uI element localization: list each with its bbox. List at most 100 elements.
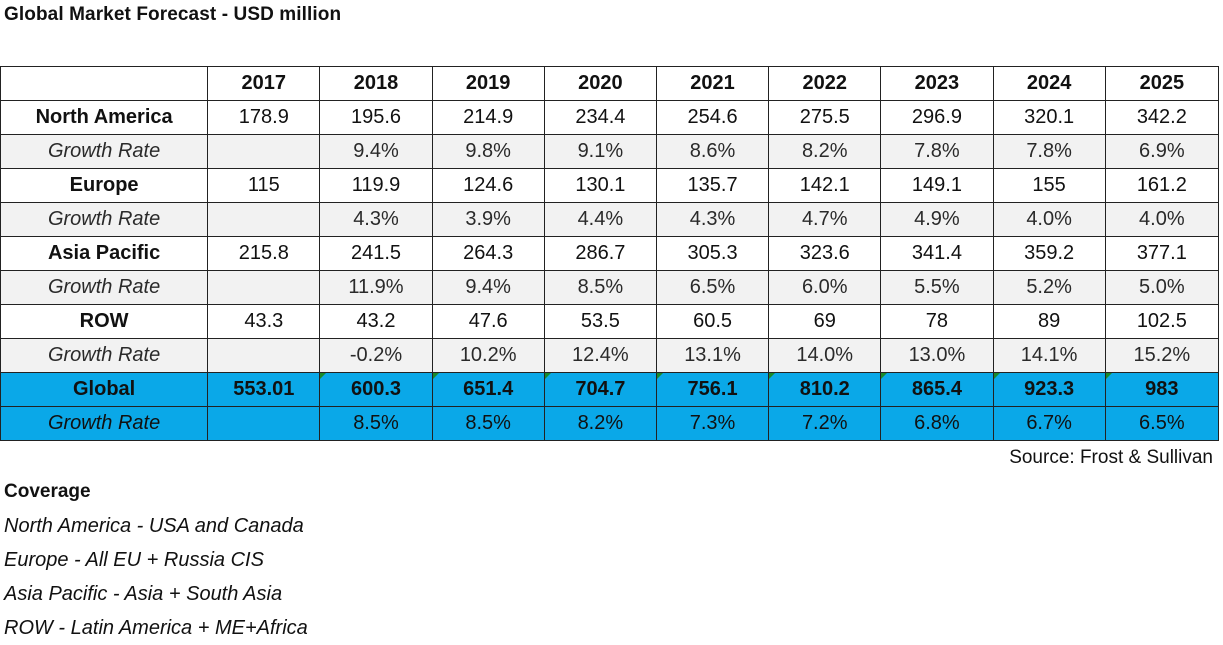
value-cell: 43.2 [319, 304, 433, 339]
value-cell: 13.1% [655, 338, 770, 373]
value-cell: 135.7 [655, 168, 770, 203]
page-title: Global Market Forecast - USD million [4, 4, 342, 25]
value-cell: 6.0% [768, 270, 882, 305]
value-cell: 865.4 [880, 372, 994, 407]
value-cell: 178.9 [207, 100, 321, 135]
year-header: 2020 [543, 66, 657, 101]
value-cell: 214.9 [431, 100, 545, 135]
coverage-item: Europe - All EU + Russia CIS [4, 549, 264, 571]
value-cell: 8.5% [319, 406, 433, 441]
value-cell: 13.0% [880, 338, 994, 373]
value-cell: 14.1% [992, 338, 1106, 373]
value-cell: 234.4 [543, 100, 657, 135]
value-cell [207, 134, 321, 169]
growth-rate-label: Growth Rate [0, 270, 209, 305]
value-cell: 983 [1104, 372, 1220, 407]
value-cell: 7.3% [655, 406, 770, 441]
coverage-item: Asia Pacific - Asia + South Asia [4, 583, 283, 605]
value-cell: 47.6 [431, 304, 545, 339]
row-label: ROW [0, 304, 209, 339]
forecast-table: 2017 2018 2019 2020 2021 2022 2023 2024 … [0, 66, 1220, 441]
value-cell: 923.3 [992, 372, 1106, 407]
value-cell: 8.5% [431, 406, 545, 441]
value-cell: 4.7% [768, 202, 882, 237]
value-cell: 296.9 [880, 100, 994, 135]
value-cell: 359.2 [992, 236, 1106, 271]
region-row: North America 178.9 195.6 214.9 234.4 254.6 27… [0, 100, 1220, 135]
year-header: 2021 [655, 66, 770, 101]
value-cell: 60.5 [655, 304, 770, 339]
value-cell: 342.2 [1104, 100, 1220, 135]
value-cell: 9.1% [543, 134, 657, 169]
value-cell: 89 [992, 304, 1106, 339]
value-cell: 8.5% [543, 270, 657, 305]
region-row: ROW 43.3 43.2 47.6 53.5 60.5 69 78 89 102.5 [0, 304, 1220, 339]
value-cell: 6.5% [1104, 406, 1220, 441]
value-cell: 9.4% [319, 134, 433, 169]
value-cell: 305.3 [655, 236, 770, 271]
value-cell: 320.1 [992, 100, 1106, 135]
value-cell: 651.4 [431, 372, 545, 407]
year-header: 2019 [431, 66, 545, 101]
value-cell: 4.0% [992, 202, 1106, 237]
header-row: 2017 2018 2019 2020 2021 2022 2023 2024 … [0, 66, 1220, 101]
value-cell: 756.1 [655, 372, 770, 407]
value-cell: 7.8% [992, 134, 1106, 169]
growth-rate-row: Growth Rate 11.9% 9.4% 8.5% 6.5% 6.0% 5.5% 5.2%… [0, 270, 1220, 305]
coverage-item: ROW - Latin America + ME+Africa [4, 617, 308, 639]
value-cell: 341.4 [880, 236, 994, 271]
value-cell: 102.5 [1104, 304, 1220, 339]
corner-cell [0, 66, 209, 101]
value-cell [207, 202, 321, 237]
value-cell: 286.7 [543, 236, 657, 271]
value-cell: 12.4% [543, 338, 657, 373]
value-cell: 6.8% [880, 406, 994, 441]
value-cell: 3.9% [431, 202, 545, 237]
value-cell: 8.6% [655, 134, 770, 169]
year-header: 2018 [319, 66, 433, 101]
value-cell: 323.6 [768, 236, 882, 271]
value-cell: 161.2 [1104, 168, 1220, 203]
value-cell: 600.3 [319, 372, 433, 407]
source-note: Source: Frost & Sullivan [1009, 447, 1213, 468]
value-cell: 4.0% [1104, 202, 1220, 237]
value-cell: 4.3% [655, 202, 770, 237]
region-row: Europe 115 119.9 124.6 130.1 135.7 142.1 149.1 1… [0, 168, 1220, 203]
value-cell: 9.8% [431, 134, 545, 169]
table-body: North America 178.9 195.6 214.9 234.4 254.6 27… [0, 100, 1220, 441]
growth-rate-row: Growth Rate 9.4% 9.8% 9.1% 8.6% 8.2% 7.8% 7.8% 6… [0, 134, 1220, 169]
growth-rate-label: Growth Rate [0, 406, 209, 441]
year-header: 2024 [992, 66, 1106, 101]
value-cell: 377.1 [1104, 236, 1220, 271]
coverage-item: North America - USA and Canada [4, 515, 304, 537]
value-cell: 5.2% [992, 270, 1106, 305]
global-row: Global 553.01 600.3 651.4 704.7 756.1 810.2 865… [0, 372, 1220, 407]
value-cell: 6.9% [1104, 134, 1220, 169]
value-cell: 4.9% [880, 202, 994, 237]
growth-rate-label: Growth Rate [0, 202, 209, 237]
value-cell: -0.2% [319, 338, 433, 373]
value-cell [207, 270, 321, 305]
value-cell: 149.1 [880, 168, 994, 203]
value-cell: 9.4% [431, 270, 545, 305]
value-cell: 115 [207, 168, 321, 203]
value-cell: 215.8 [207, 236, 321, 271]
value-cell: 14.0% [768, 338, 882, 373]
value-cell: 7.2% [768, 406, 882, 441]
value-cell: 11.9% [319, 270, 433, 305]
year-header: 2017 [207, 66, 321, 101]
row-label: Asia Pacific [0, 236, 209, 271]
value-cell: 264.3 [431, 236, 545, 271]
value-cell: 78 [880, 304, 994, 339]
year-header: 2025 [1104, 66, 1220, 101]
value-cell: 553.01 [207, 372, 321, 407]
value-cell: 142.1 [768, 168, 882, 203]
value-cell [207, 406, 321, 441]
year-header: 2022 [768, 66, 882, 101]
growth-rate-label: Growth Rate [0, 338, 209, 373]
growth-rate-row: Growth Rate 4.3% 3.9% 4.4% 4.3% 4.7% 4.9% 4.0% 4… [0, 202, 1220, 237]
value-cell: 8.2% [768, 134, 882, 169]
year-header: 2023 [880, 66, 994, 101]
value-cell: 4.4% [543, 202, 657, 237]
coverage-heading: Coverage [4, 481, 91, 502]
